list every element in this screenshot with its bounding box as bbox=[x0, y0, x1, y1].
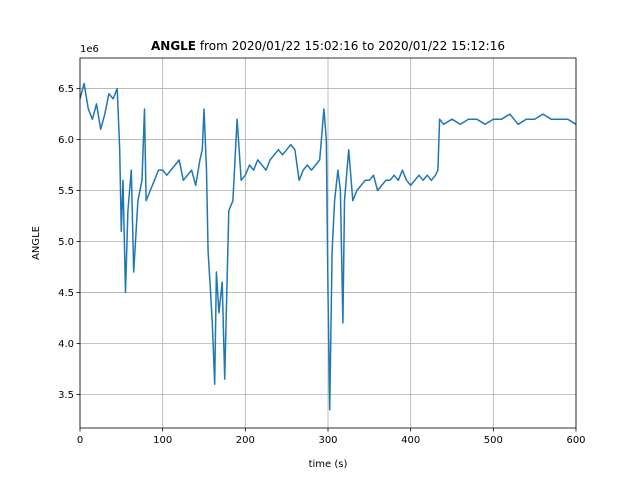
x-tick-label: 100 bbox=[153, 435, 172, 446]
chart-title: ANGLE from 2020/01/22 15:02:16 to 2020/0… bbox=[151, 39, 505, 53]
y-axis-label: ANGLE bbox=[31, 226, 42, 260]
y-tick-label: 5.5 bbox=[58, 186, 74, 197]
x-tick-label: 500 bbox=[484, 435, 503, 446]
x-tick-label: 600 bbox=[566, 435, 585, 446]
x-axis-ticks: 0 100 200 300 400 500 600 bbox=[77, 428, 586, 446]
x-tick-label: 0 bbox=[77, 435, 83, 446]
x-axis-label: time (s) bbox=[309, 459, 348, 470]
series-line-angle bbox=[79, 82, 577, 411]
chart-title-bold: ANGLE bbox=[151, 39, 196, 53]
x-tick-label: 300 bbox=[318, 435, 337, 446]
y-tick-label: 4.5 bbox=[58, 288, 74, 299]
x-tick-label: 200 bbox=[236, 435, 255, 446]
y-tick-label: 5.0 bbox=[58, 237, 74, 248]
y-tick-label: 3.5 bbox=[58, 390, 74, 401]
y-tick-label: 6.5 bbox=[58, 84, 74, 95]
chart-title-rest: from 2020/01/22 15:02:16 to 2020/01/22 1… bbox=[196, 39, 505, 53]
plot-area bbox=[79, 82, 577, 411]
y-axis-ticks: 3.5 4.0 4.5 5.0 5.5 6.0 6.5 bbox=[58, 84, 80, 401]
y-tick-label: 6.0 bbox=[58, 135, 74, 146]
x-tick-label: 400 bbox=[401, 435, 420, 446]
y-offset-label: 1e6 bbox=[80, 44, 99, 55]
y-tick-label: 4.0 bbox=[58, 339, 74, 350]
